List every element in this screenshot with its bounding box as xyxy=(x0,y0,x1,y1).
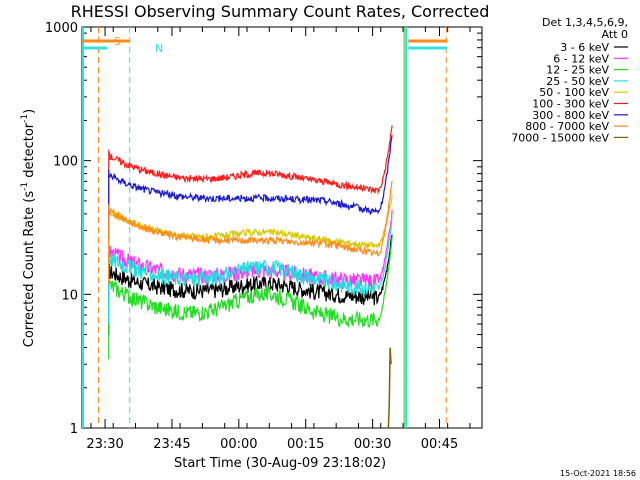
legend-label-4: 50 - 100 keV xyxy=(539,86,609,99)
legend-header-detectors: Det 1,3,4,5,6,9, xyxy=(542,16,628,29)
series-line-0 xyxy=(108,234,393,306)
legend-label-0: 3 - 6 keV xyxy=(560,41,609,54)
series-line-6 xyxy=(108,135,393,216)
legend-label-7: 800 - 7000 keV xyxy=(525,120,609,133)
flag-label-N: N xyxy=(155,42,163,55)
chart-title: RHESSI Observing Summary Count Rates, Co… xyxy=(71,2,490,21)
series-line-8 xyxy=(387,347,392,429)
flag-bars: SN xyxy=(82,35,448,55)
y-tick-label: 1000 xyxy=(45,21,78,36)
axis-ticks: 1 10 100 1000 23:30 23:45 00:00 00:15 00:30 00:45 xyxy=(45,21,482,452)
x-tick-label: 00:30 xyxy=(354,437,391,452)
x-axis-label: Start Time (30-Aug-09 23:18:02) xyxy=(174,456,386,471)
legend-label-8: 7000 - 15000 keV xyxy=(511,131,609,144)
x-tick-label: 00:00 xyxy=(220,437,257,452)
x-tick-label: 23:45 xyxy=(153,437,190,452)
y-axis-label: Corrected Count Rate (s-1 detector-1) xyxy=(20,109,37,347)
legend-label-3: 25 - 50 keV xyxy=(546,75,609,88)
y-tick-label: 1 xyxy=(70,422,78,437)
flag-label-S: S xyxy=(114,35,121,48)
generation-timestamp: 15-Oct-2021 18:56 xyxy=(560,469,636,478)
x-tick-label: 23:30 xyxy=(86,437,123,452)
legend-label-2: 12 - 25 keV xyxy=(546,64,609,77)
series-line-2 xyxy=(108,236,393,329)
y-tick-label: 100 xyxy=(53,155,78,170)
x-tick-label: 00:45 xyxy=(421,437,458,452)
x-tick-label: 00:15 xyxy=(287,437,324,452)
marker-lines xyxy=(82,27,447,428)
legend-header-attenuator: Att 0 xyxy=(602,28,628,41)
legend-label-5: 100 - 300 keV xyxy=(532,98,609,111)
legend-label-6: 300 - 800 keV xyxy=(532,109,609,122)
series-line-7 xyxy=(108,180,393,257)
y-tick-label: 10 xyxy=(61,288,78,303)
series-line-3 xyxy=(108,217,393,298)
legend-label-1: 6 - 12 keV xyxy=(553,52,609,65)
series-line-5 xyxy=(108,125,393,195)
series-lines xyxy=(108,125,393,429)
